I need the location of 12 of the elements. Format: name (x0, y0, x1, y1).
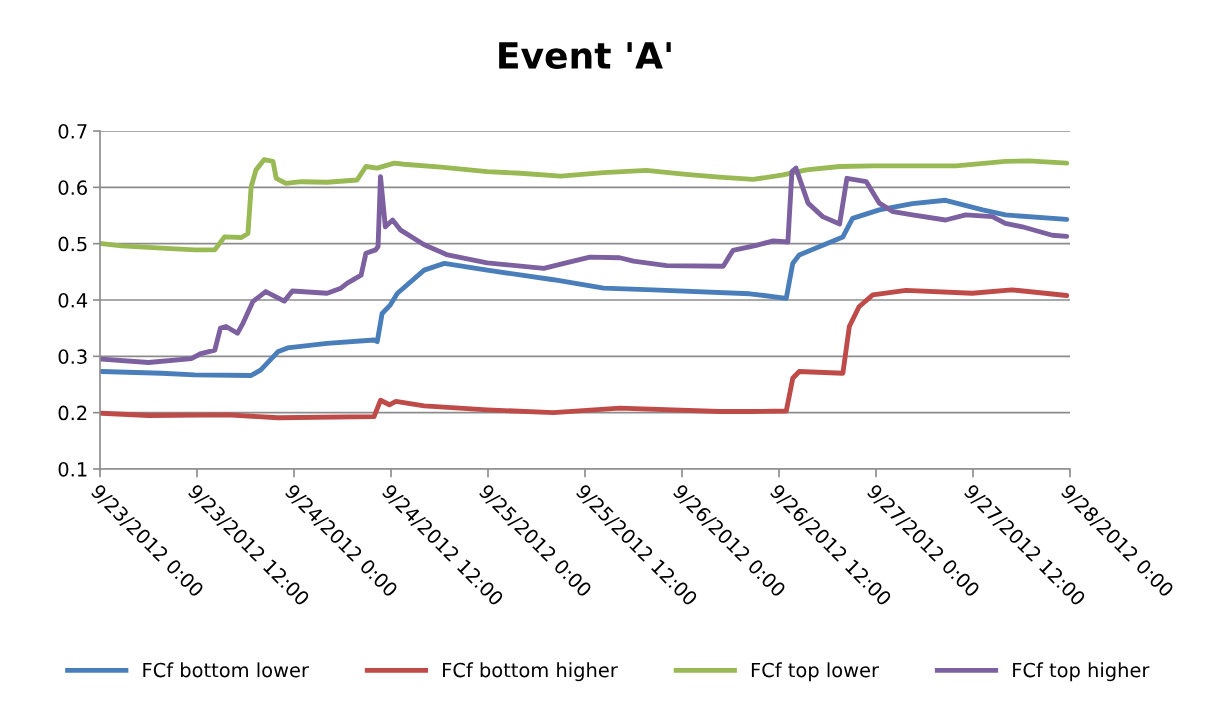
legend-label: FCf top higher (1013, 662, 1150, 682)
legend-label: FCf bottom lower (143, 662, 309, 678)
y-tick-label: 0.2 (58, 405, 87, 421)
y-tick-label: 0.3 (58, 349, 87, 364)
legend-label: FCf bottom higher (443, 662, 618, 682)
y-tick-label: 0.1 (58, 461, 87, 477)
legend-label: FCf top lower (751, 662, 880, 682)
chart-title: Event 'A' (499, 42, 671, 70)
y-tick-label: 0.4 (58, 292, 88, 308)
y-tick-label: 0.5 (58, 236, 87, 252)
y-tick-label: 0.6 (58, 180, 87, 195)
y-tick-label: 0.7 (58, 123, 87, 139)
